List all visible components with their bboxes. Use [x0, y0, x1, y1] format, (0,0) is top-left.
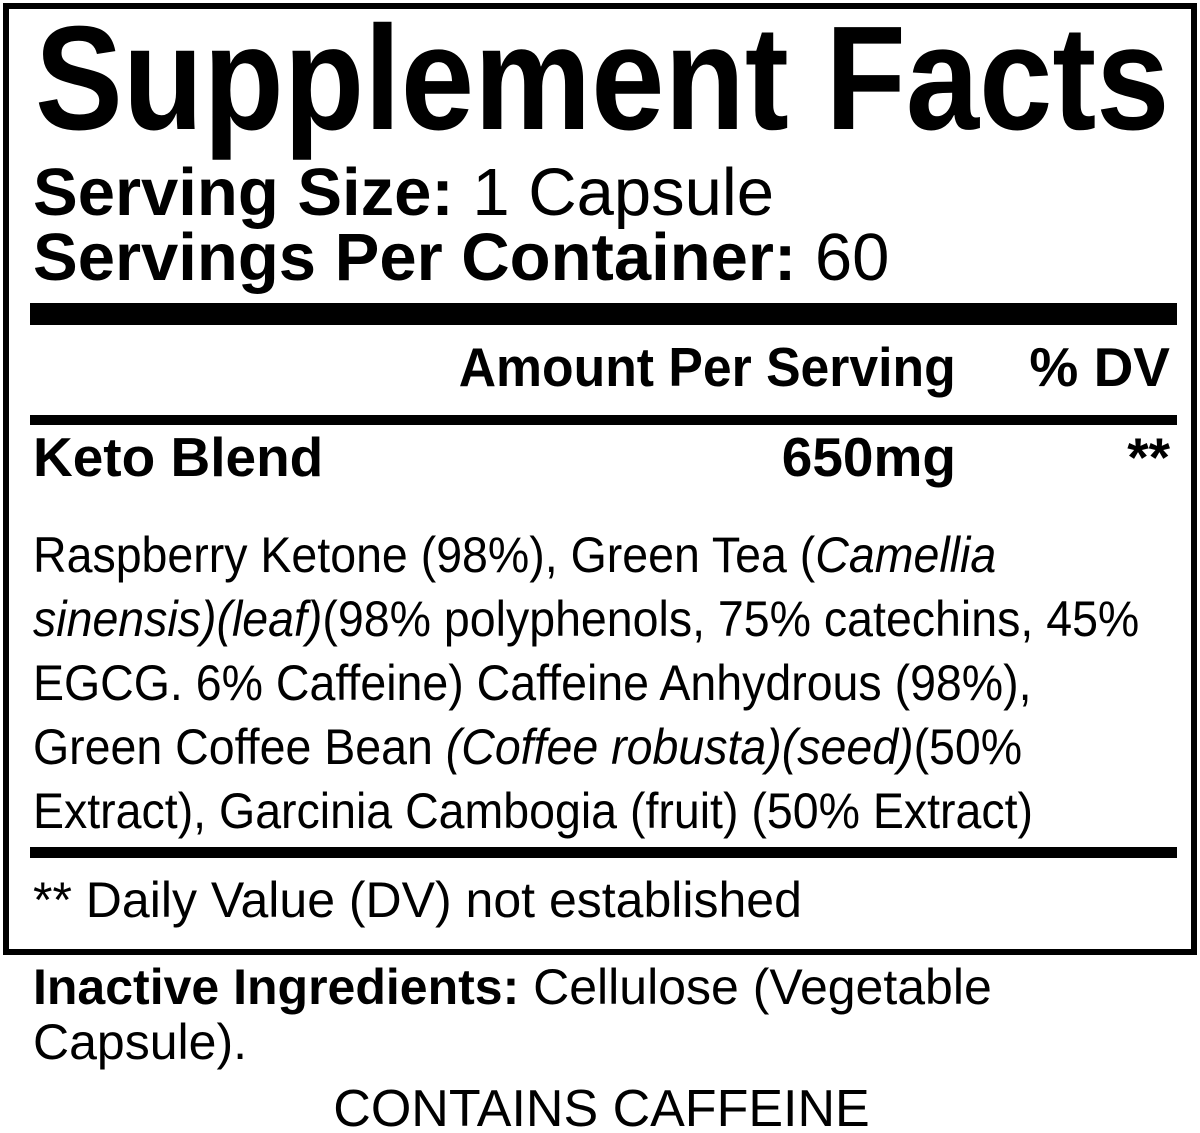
separator-above-footnote	[30, 847, 1177, 858]
contains-statement: CONTAINS CAFFEINE	[333, 1080, 870, 1133]
thick-separator-top	[30, 303, 1177, 325]
ingredient-amount: 650mg	[781, 426, 956, 488]
facts-title: Supplement Facts	[35, 5, 1200, 153]
separator-below-header	[30, 415, 1177, 425]
inactive-ingredients-value: Cellulose (Vegetable Capsule).	[33, 959, 992, 1070]
servings-per-container-line: Servings Per Container: 60	[33, 224, 889, 291]
amount-per-serving-header: Amount Per Serving	[459, 336, 956, 398]
text-segment: (Coffee robusta)(seed)	[445, 719, 914, 775]
blend-description-line: EGCG. 6% Caffeine) Caffeine Anhydrous (9…	[33, 651, 1139, 715]
ingredient-dv-asterisks: **	[1127, 426, 1170, 488]
serving-size-line: Serving Size: 1 Capsule	[33, 159, 774, 226]
column-header-row: Amount Per Serving % DV	[33, 340, 1170, 400]
inactive-ingredients-label: Inactive Ingredients:	[33, 959, 520, 1015]
serving-size-label: Serving Size:	[33, 155, 454, 230]
text-segment: Camellia	[815, 527, 997, 583]
inactive-ingredients-line: Inactive Ingredients: Cellulose (Vegetab…	[33, 960, 1173, 1070]
blend-description-line: Extract), Garcinia Cambogia (fruit) (50%…	[33, 779, 1139, 843]
percent-dv-header: % DV	[1029, 336, 1170, 398]
facts-title-text: Supplement Facts	[35, 0, 1170, 161]
text-segment: (98% polyphenols, 75% catechins, 45%	[322, 591, 1140, 647]
ingredient-name: Keto Blend	[33, 426, 324, 488]
servings-per-container-label: Servings Per Container:	[33, 220, 797, 295]
blend-description-line: Green Coffee Bean (Coffee robusta)(seed)…	[33, 715, 1139, 779]
text-segment: (50%	[913, 719, 1023, 775]
blend-description-line: Raspberry Ketone (98%), Green Tea (Camel…	[33, 523, 1139, 587]
daily-value-footnote: ** Daily Value (DV) not established	[33, 872, 802, 928]
supplement-facts-panel	[3, 3, 1197, 955]
blend-description-line: sinensis)(leaf)(98% polyphenols, 75% cat…	[33, 587, 1139, 651]
text-segment: Raspberry Ketone (98%), Green Tea (	[33, 527, 816, 583]
text-segment: EGCG. 6% Caffeine) Caffeine Anhydrous (9…	[33, 655, 1032, 711]
servings-per-container-value: 60	[814, 220, 890, 295]
blend-description: Raspberry Ketone (98%), Green Tea (Camel…	[33, 523, 1200, 843]
text-segment: Green Coffee Bean	[33, 719, 446, 775]
text-segment: sinensis)(leaf)	[33, 591, 323, 647]
text-segment: Extract), Garcinia Cambogia (fruit) (50%…	[33, 783, 1034, 839]
ingredient-row: Keto Blend 650mg **	[33, 430, 1170, 490]
serving-size-value: 1 Capsule	[472, 155, 775, 230]
